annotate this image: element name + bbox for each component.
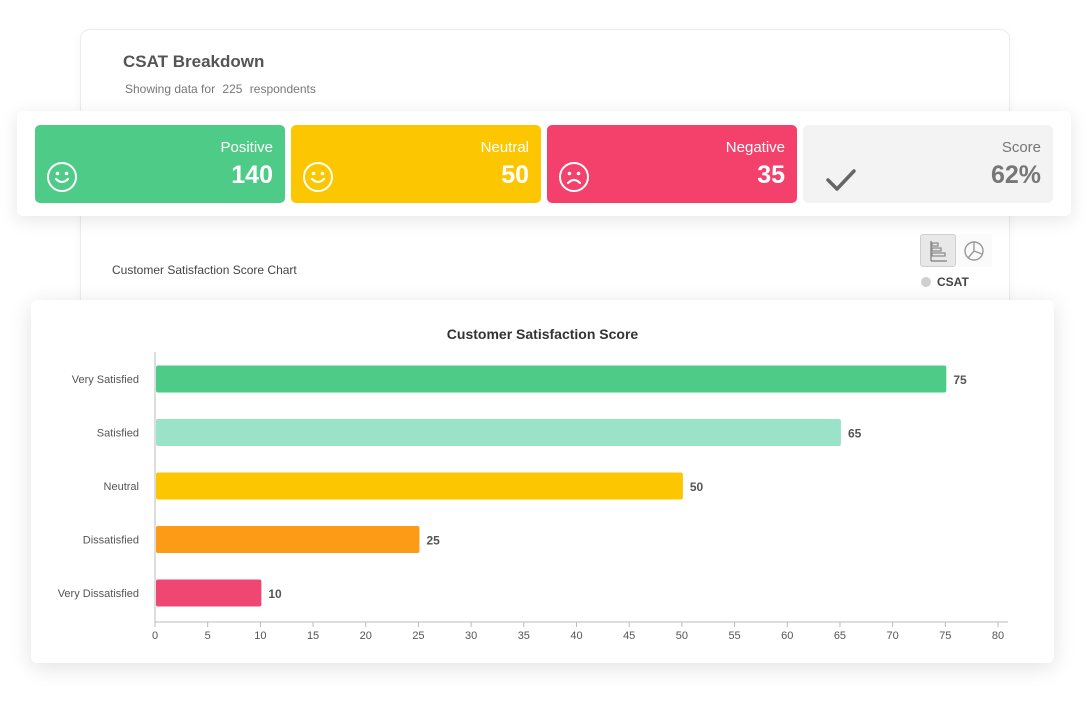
x-tick-label: 10: [254, 630, 266, 642]
bar[interactable]: [156, 419, 841, 446]
legend-swatch: [921, 277, 931, 287]
category-label: Very Satisfied: [72, 374, 139, 386]
x-tick-label: 25: [412, 630, 424, 642]
negative-label: Negative: [725, 139, 785, 156]
positive-stat: Positive 140: [35, 125, 285, 203]
x-tick-label: 55: [728, 630, 740, 642]
score-label: Score: [1001, 139, 1041, 156]
respondents-summary: Showing data for 225 respondents: [123, 82, 318, 96]
category-label: Dissatisfied: [83, 535, 139, 547]
score-stat: Score 62%: [803, 125, 1053, 203]
bar-value-label: 50: [690, 480, 704, 494]
bar[interactable]: [156, 579, 262, 607]
chart-title: Customer Satisfaction Score: [446, 326, 639, 342]
smile-icon: [47, 162, 77, 192]
bar[interactable]: [156, 472, 683, 500]
category-label: Very Dissatisfied: [58, 588, 139, 600]
x-tick-label: 20: [360, 630, 372, 642]
csat-chart-card: Customer Satisfaction Score 0 5 10 15 20 25 30…: [31, 300, 1054, 663]
category-label: Satisfied: [97, 428, 139, 440]
x-tick-label: 75: [939, 630, 951, 642]
x-tick-label: 50: [676, 630, 688, 642]
stats-summary-card: Positive 140 Neutral 50 Negative 35 Sco: [17, 111, 1071, 216]
bar-chart-toggle[interactable]: [920, 234, 956, 267]
x-tick-label: 5: [205, 630, 211, 642]
neutral-stat: Neutral 50: [291, 125, 541, 203]
bar-chart-icon: [930, 240, 947, 262]
negative-stat: Negative 35: [547, 125, 797, 203]
respondent-count: 225: [222, 82, 243, 96]
bar[interactable]: [156, 365, 947, 393]
positive-label: Positive: [220, 139, 273, 156]
x-tick-label: 80: [992, 630, 1004, 642]
x-tick-label: 60: [781, 630, 793, 642]
x-tick-label: 35: [518, 630, 530, 642]
negative-count: 35: [757, 161, 785, 189]
frown-icon: [559, 162, 589, 192]
chart-legend[interactable]: CSAT: [921, 275, 969, 289]
chart-section-title: Customer Satisfaction Score Chart: [112, 263, 297, 277]
pie-chart-icon: [964, 240, 984, 261]
bar-value-label: 75: [953, 373, 967, 387]
summary-prefix: Showing data for: [125, 82, 216, 96]
x-tick-label: 0: [152, 630, 158, 642]
x-tick-label: 65: [834, 630, 846, 642]
category-label: Neutral: [104, 481, 139, 493]
x-tick-label: 30: [465, 630, 477, 642]
legend-label: CSAT: [937, 275, 969, 289]
neutral-label: Neutral: [480, 139, 529, 156]
check-icon: [826, 169, 856, 191]
x-tick-label: 45: [623, 630, 635, 642]
x-tick-label: 15: [307, 630, 319, 642]
neutral-count: 50: [501, 161, 529, 189]
x-tick-label: 40: [570, 630, 582, 642]
bar-value-label: 10: [268, 587, 282, 601]
smile-icon: [303, 162, 333, 192]
bar-chart: 0 5 10 15 20 25 30 35 40 45 50 55 60 65 70 75 80 Very Sat…: [58, 352, 1008, 642]
bar[interactable]: [156, 526, 420, 553]
bar-value-label: 25: [426, 534, 440, 548]
chart-type-toggle: [920, 234, 992, 268]
summary-suffix: respondents: [249, 82, 316, 96]
bar-value-label: 65: [848, 427, 862, 441]
x-tick-label: 70: [887, 630, 899, 642]
positive-count: 140: [231, 161, 273, 189]
pie-chart-toggle[interactable]: [956, 234, 992, 267]
score-value: 62%: [990, 161, 1041, 189]
page-title: CSAT Breakdown: [123, 52, 265, 71]
